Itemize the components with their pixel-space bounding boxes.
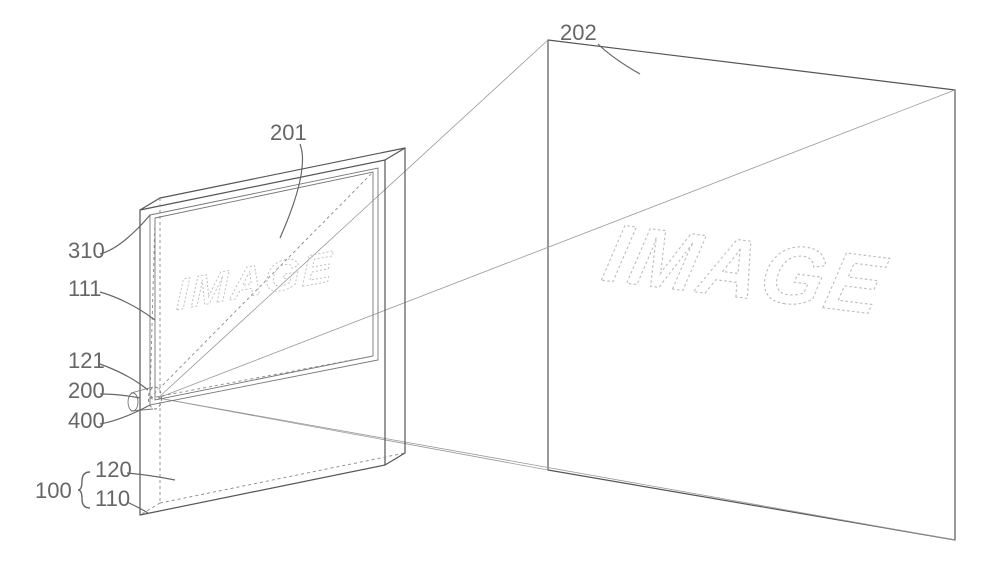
group-brace-100	[78, 472, 90, 508]
leader-121	[100, 364, 148, 390]
projection-ray	[158, 398, 955, 540]
projected-image-text: IMAGE	[596, 208, 895, 333]
leader-120	[127, 473, 175, 480]
ref-label-400: 400	[68, 408, 105, 433]
ref-label-121: 121	[68, 348, 105, 373]
projection-ray	[158, 398, 548, 470]
ref-label-201: 201	[270, 120, 307, 145]
internal-ray	[150, 218, 155, 398]
projection-ray	[158, 40, 548, 398]
leader-200	[100, 394, 140, 398]
leader-111	[100, 292, 155, 320]
ref-label-110: 110	[95, 486, 130, 511]
internal-ray	[150, 356, 373, 398]
ref-label-120: 120	[95, 457, 132, 482]
leader-310	[100, 215, 150, 254]
internal-ray	[150, 398, 155, 400]
leader-110	[127, 502, 148, 513]
leader-400	[100, 405, 150, 424]
ref-label-100: 100	[35, 478, 72, 503]
patent-figure: IMAGE IMAGE 201 202 310 111 121 200 400 120 110 100	[0, 0, 1000, 572]
ref-label-111: 111	[68, 276, 101, 301]
ref-label-200: 200	[68, 378, 105, 403]
ref-label-310: 310	[68, 238, 105, 263]
ref-label-202: 202	[560, 20, 597, 45]
device-screen-image-text: IMAGE	[176, 243, 334, 320]
hidden-edge	[160, 453, 405, 503]
